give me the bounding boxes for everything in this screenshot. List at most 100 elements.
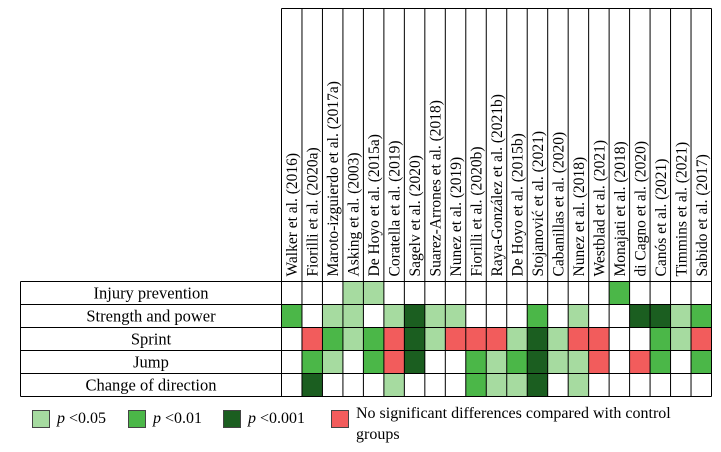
legend-swatch-ns — [331, 410, 349, 428]
grid-cell — [445, 281, 466, 305]
study-label: Maroto-izguierdo et al. (2017a) — [325, 81, 342, 276]
grid-cell — [568, 373, 589, 397]
legend-label-ns: No significant differences compared with… — [356, 405, 671, 443]
grid-cell — [486, 281, 507, 305]
grid-cell — [424, 281, 446, 305]
grid-cell — [404, 304, 425, 328]
grid-cell — [424, 327, 446, 351]
grid-cell — [588, 304, 610, 328]
grid-cell — [547, 373, 569, 397]
study-label: di Cagno et al. (2020) — [632, 141, 649, 277]
grid-cell — [342, 281, 364, 305]
grid-cell — [691, 281, 712, 305]
study-label: Fiorilli et al. (2020a) — [305, 147, 322, 276]
grid-cell — [404, 350, 425, 374]
grid-cell — [691, 304, 712, 328]
grid-cell — [301, 281, 323, 305]
grid-cell — [445, 327, 466, 351]
grid-cell — [670, 350, 692, 374]
study-label: Suarez-Arrones et al. (2018) — [428, 100, 445, 276]
legend-label-p05: p <0.05 — [57, 410, 107, 427]
grid-cell — [650, 373, 671, 397]
grid-cell — [281, 281, 302, 305]
grid-cell — [383, 373, 405, 397]
grid-cell — [527, 304, 548, 328]
study-label: Stojanović et al. (2021) — [530, 131, 547, 277]
grid-cell — [301, 304, 323, 328]
grid-cell — [527, 373, 548, 397]
outcome-label: Change of direction — [85, 376, 216, 395]
grid-cell — [506, 327, 528, 351]
grid-cell — [445, 304, 466, 328]
grid-cell — [465, 373, 487, 397]
grid-cell — [363, 281, 384, 305]
grid-cell — [527, 327, 548, 351]
outcome-label: Injury prevention — [93, 284, 208, 303]
grid-cell — [342, 304, 364, 328]
grid-cell — [281, 327, 302, 351]
grid-cell — [588, 327, 610, 351]
grid-cell — [629, 350, 651, 374]
grid-cell — [568, 304, 589, 328]
grid-cell — [424, 350, 446, 374]
grid-cell — [670, 327, 692, 351]
grid-cell — [301, 373, 323, 397]
grid-cell — [629, 281, 651, 305]
grid-cell — [383, 327, 405, 351]
grid-cell — [404, 373, 425, 397]
legend-swatch-p05 — [32, 410, 50, 428]
grid-cell — [609, 304, 630, 328]
grid-cell — [609, 350, 630, 374]
grid-cell — [486, 327, 507, 351]
grid-cell — [609, 281, 630, 305]
outcome-label: Strength and power — [86, 307, 216, 326]
study-label: Asking et al. (2003) — [346, 153, 363, 277]
study-label: Sabido et al. (2017) — [694, 154, 711, 276]
grid-cell — [650, 281, 671, 305]
grid-cell — [670, 304, 692, 328]
grid-cell — [322, 327, 343, 351]
grid-cell — [363, 327, 384, 351]
legend-swatch-p001 — [223, 410, 241, 428]
study-label: Fiorilli et al. (2020b) — [469, 146, 486, 276]
grid-cell — [691, 350, 712, 374]
grid-cell — [650, 327, 671, 351]
grid-cell — [588, 350, 610, 374]
grid-cell — [445, 350, 466, 374]
grid-cell — [445, 373, 466, 397]
grid-cell — [342, 350, 364, 374]
grid-cell — [465, 281, 487, 305]
legend-label-p01: p <0.01 — [153, 410, 203, 427]
outcome-label: Sprint — [131, 330, 172, 349]
grid-cell — [322, 373, 343, 397]
study-label: Timmins et al. (2021) — [673, 142, 690, 277]
grid-cell — [486, 304, 507, 328]
grid-cell — [322, 281, 343, 305]
grid-cell — [650, 304, 671, 328]
study-label: Canós et al. (2021) — [653, 159, 670, 277]
grid-cell — [691, 327, 712, 351]
grid-cell — [588, 281, 610, 305]
study-label: Nunez et al. (2019) — [448, 157, 465, 277]
study-label: Westblad et al. (2021) — [591, 140, 608, 277]
grid-cell — [322, 350, 343, 374]
grid-cell — [506, 373, 528, 397]
grid-cell — [568, 281, 589, 305]
study-label: Monajati et al. (2018) — [612, 141, 629, 276]
legend-swatch-p01 — [128, 410, 146, 428]
grid-cell — [363, 304, 384, 328]
grid-cell — [322, 304, 343, 328]
study-label: Walker et al. (2016) — [284, 153, 301, 277]
grid-cell — [281, 304, 302, 328]
legend: p <0.05 p <0.01 p <0.001 No significant … — [0, 401, 721, 451]
grid-cell — [342, 373, 364, 397]
grid-cell — [650, 350, 671, 374]
grid-cell — [383, 350, 405, 374]
grid-cell — [342, 327, 364, 351]
grid-cell — [506, 281, 528, 305]
study-label: De Hoyo et al. (2015b) — [509, 133, 526, 276]
study-label: Coratella et al. (2019) — [387, 140, 404, 276]
grid-cell — [486, 373, 507, 397]
grid-cell — [383, 304, 405, 328]
grid-cell — [670, 373, 692, 397]
